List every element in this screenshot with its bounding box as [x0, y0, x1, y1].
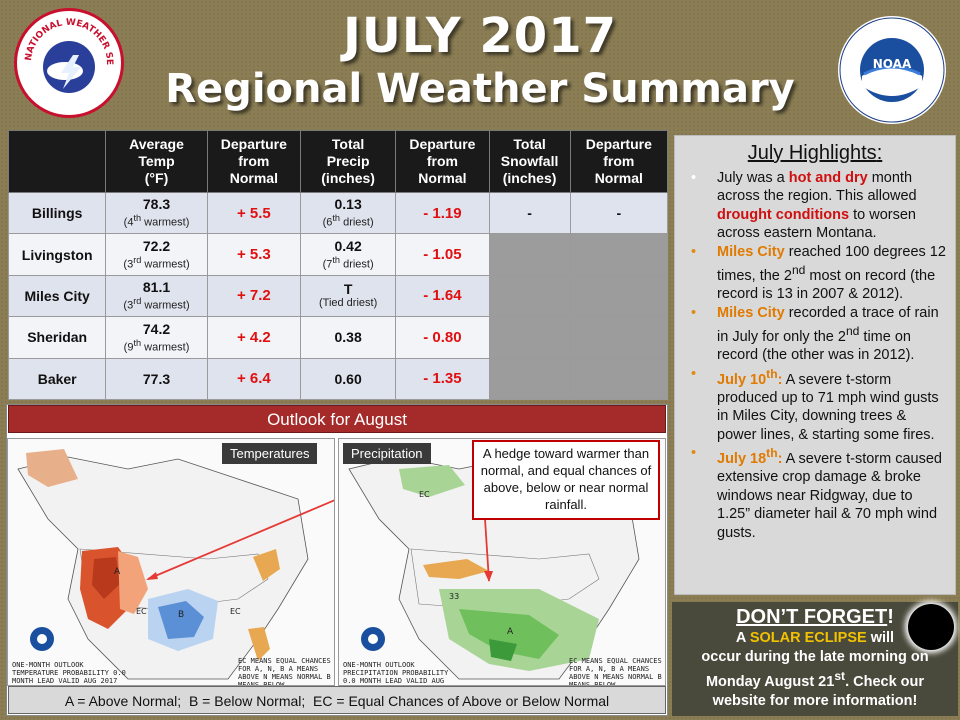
table-row: Billings 78.3 (4th warmest) + 5.5 0.13 (6t…: [7, 191, 669, 235]
temperature-map-graphic: A B EC EC: [8, 439, 334, 685]
table-header-snow-departure: Departure from Normal: [569, 130, 669, 193]
precip-departure-cell: - 1.05: [395, 233, 490, 276]
precip-departure-cell: - 1.64: [395, 274, 490, 318]
nws-logo-graphic: NATIONAL WEATHER SERVICE: [14, 4, 117, 111]
svg-text:A: A: [507, 627, 514, 637]
table-row: Miles City 81.1 (3rd warmest) + 7.2 T (Tie…: [7, 274, 669, 318]
temp-departure-cell: + 5.5: [206, 191, 301, 235]
snowfall-cell: [488, 357, 571, 400]
nws-logo: NATIONAL WEATHER SERVICE: [14, 4, 124, 118]
table-row: Livingston 72.2 (3rd warmest) + 5.3 0.42(…: [7, 233, 669, 276]
precip-cell: 0.42 (7th driest): [299, 233, 397, 276]
table-header-temp-departure: Departure from Normal: [206, 130, 301, 193]
avg-temp-cell: 74.2 (9th warmest): [105, 316, 208, 359]
table-header-snowfall: Total Snowfall (inches): [488, 130, 571, 193]
noaa-logo: NOAA: [838, 16, 946, 124]
avg-temp-cell: 81.1 (3rd warmest): [105, 274, 208, 318]
highlights-list: • July was a hot and dry month across the…: [681, 169, 949, 542]
precip-departure-cell: - 0.80: [395, 316, 490, 359]
highlights-title: July Highlights:: [747, 142, 883, 164]
precip-cell: 0.13 (6th driest): [299, 191, 397, 235]
weather-summary-table: Average Temp (°F) Departure from Normal Tota…: [7, 130, 669, 400]
temp-departure-cell: + 5.3: [206, 233, 301, 276]
precip-cell: T (Tied driest): [299, 274, 397, 318]
precip-cell: 0.60: [299, 357, 397, 400]
snowfall-cell: [488, 274, 571, 318]
table-row: Baker 77.3 + 6.4 0.60 - 1.35: [7, 357, 669, 400]
noaa-logo-text: NOAA: [873, 57, 912, 71]
outlook-title: Outlook for August: [8, 405, 666, 433]
snow-departure-cell: -: [569, 191, 669, 235]
list-item: • July was a hot and dry month across the…: [691, 170, 917, 242]
snowfall-cell: -: [488, 191, 571, 235]
snowfall-cell: [488, 316, 571, 359]
temp-departure-cell: + 7.2: [206, 274, 301, 318]
precip-map-caption: ONE-MONTH OUTLOOK PRECIPITATION PROBABIL…: [343, 661, 449, 685]
noaa-logo-graphic: NOAA: [839, 17, 945, 123]
eclipse-text: A SOLAR ECLIPSE will occur during the la…: [701, 630, 929, 709]
city-name: Sheridan: [7, 316, 107, 359]
temp-departure-cell: + 6.4: [206, 357, 301, 400]
precip-cell: 0.38: [299, 316, 397, 359]
city-name: Baker: [7, 357, 107, 400]
city-name: Miles City: [7, 274, 107, 318]
precip-departure-cell: - 1.19: [395, 191, 490, 235]
list-item: • Miles City reached 100 degrees 12 times…: [691, 243, 946, 303]
july-highlights-panel: July Highlights: • July was a hot and dry…: [674, 135, 956, 595]
table-header-avg-temp: Average Temp (°F): [105, 130, 208, 193]
list-item: • July 10th: A severe t-storm produced up…: [691, 365, 939, 443]
table-row: Sheridan 74.2 (9th warmest) + 4.2 0.38 - …: [7, 316, 669, 359]
snow-departure-cell: [569, 233, 669, 276]
avg-temp-cell: 77.3: [105, 357, 208, 400]
precip-departure-cell: - 1.35: [395, 357, 490, 400]
svg-text:EC: EC: [230, 607, 241, 616]
temp-map-legend-note: EC MEANS EQUAL CHANCES FOR A, N, B A MEA…: [238, 657, 331, 686]
precip-map-legend-note: EC MEANS EQUAL CHANCES FOR A, N, B A MEA…: [569, 657, 662, 686]
temperature-outlook-map: A B EC EC Temperatures ONE-MONTH OUTLOOK…: [7, 438, 335, 686]
eclipse-notice: DON’T FORGET! A SOLAR ECLIPSE will occur…: [672, 602, 958, 716]
snowfall-cell: [488, 233, 571, 276]
page-subtitle: Regional Weather Summary: [165, 66, 795, 112]
temp-map-caption: ONE-MONTH OUTLOOK TEMPERATURE PROBABILIT…: [12, 661, 126, 685]
list-item: • Miles City recorded a trace of rain in …: [691, 304, 939, 364]
temp-departure-cell: + 4.2: [206, 316, 301, 359]
avg-temp-cell: 78.3 (4th warmest): [105, 191, 208, 235]
table-header-row: Average Temp (°F) Departure from Normal Tota…: [7, 130, 669, 193]
city-name: Livingston: [7, 233, 107, 276]
page-title: JULY 2017: [342, 8, 617, 64]
svg-text:B: B: [178, 610, 184, 620]
avg-temp-cell: 72.2 (3rd warmest): [105, 233, 208, 276]
table-header-city: [7, 130, 107, 193]
svg-text:EC: EC: [136, 607, 147, 616]
snow-departure-cell: [569, 316, 669, 359]
svg-text:A: A: [114, 567, 121, 577]
eclipse-title: DON’T FORGET!: [736, 606, 894, 628]
temperatures-label: Temperatures: [222, 443, 318, 464]
list-item: • July 18th: A severe t-storm caused exte…: [691, 445, 942, 541]
svg-text:33: 33: [449, 592, 459, 601]
outlook-callout: A hedge toward warmer than normal, and e…: [472, 440, 660, 520]
city-name: Billings: [7, 191, 107, 235]
svg-text:EC: EC: [419, 490, 430, 499]
precipitation-label: Precipitation: [343, 443, 431, 464]
outlook-legend: A = Above Normal; B = Below Normal; EC =…: [8, 686, 666, 714]
snow-departure-cell: [569, 357, 669, 400]
snow-departure-cell: [569, 274, 669, 318]
table-header-precip-departure: Departure from Normal: [395, 130, 490, 193]
table-header-precip: Total Precip (inches): [299, 130, 397, 193]
eclipse-icon: [908, 604, 954, 650]
